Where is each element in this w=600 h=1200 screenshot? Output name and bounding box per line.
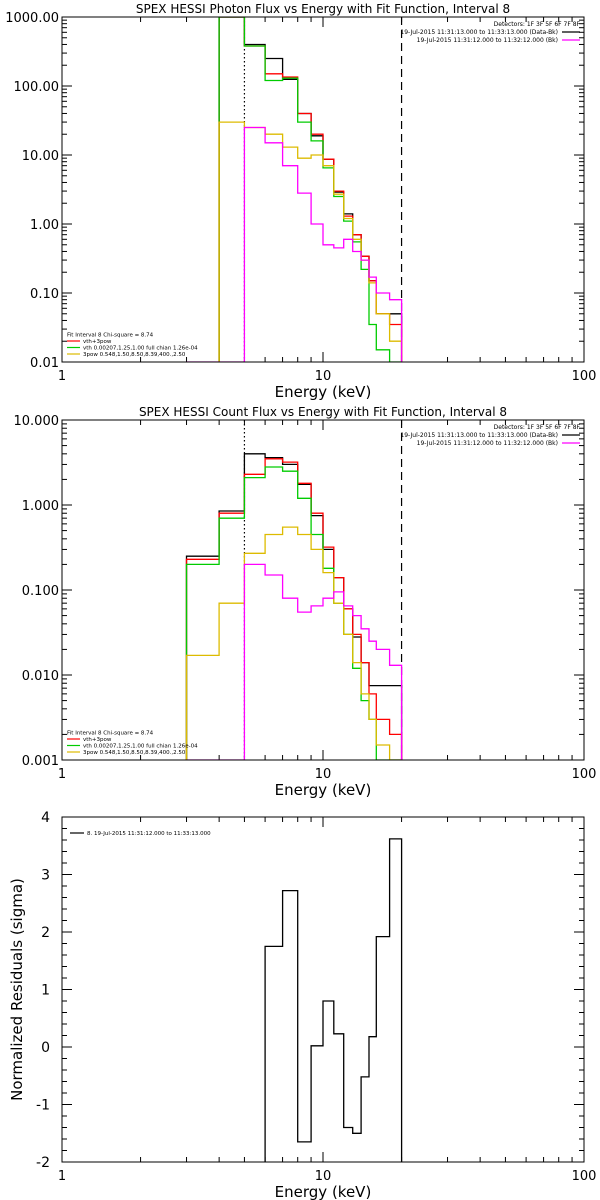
data-layer (185, 453, 403, 760)
plot-frame (61, 419, 585, 761)
x-tick-label: 100 (572, 767, 597, 782)
series-line-0 (264, 838, 403, 1162)
series-line-1 (185, 458, 403, 760)
residuals-panel: 1 10 100 -2 -1 0 1 2 3 4 Energy (keV) Normalized Re… (8, 810, 596, 1200)
y-tick-label: 3 (41, 868, 50, 884)
y-tick-label: 0 (41, 1040, 50, 1056)
legend-left-entry: 3pow 0.548,1.50,8.50,8.39,400.,2.50 (83, 352, 186, 358)
y-tick-label: 0.001 (22, 754, 59, 769)
photon-flux-panel: SPEX HESSI Photon Flux vs Energy with Fi… (5, 2, 596, 401)
count-flux-panel: SPEX HESSI Count Flux vs Energy with Fit… (14, 405, 597, 799)
legend-left-entry: vth+3pow (83, 339, 112, 345)
y-tick-label: 0.01 (30, 356, 59, 371)
series-line-2 (218, 17, 402, 362)
legend-right-entry: Detectors: 1F 3F 5F 6F 7F 8F (494, 424, 581, 431)
legend-left-entry: Fit Interval 8 Chi-square = 8.74 (67, 731, 154, 737)
legend-right-entry: 19-Jul-2015 11:31:12.000 to 11:32:12.000… (417, 440, 558, 447)
y-tick-label: 1.00 (30, 218, 59, 233)
legend-left-entry: vth 0.00207,1.25,1.00 full chian 1.26e-0… (83, 346, 198, 352)
legend-right-entry: Detectors: 1F 3F 5F 6F 7F 8F (494, 21, 581, 28)
y-tick-label: 10.000 (14, 414, 60, 429)
legend-left-entry: Fit Interval 8 Chi-square = 8.74 (67, 333, 154, 339)
series-line-3 (218, 121, 403, 362)
data-layer (186, 17, 403, 362)
series-line-0 (218, 17, 403, 362)
x-tick-label: 100 (572, 369, 597, 384)
legend-left-entry: 8. 19-Jul-2015 11:31:12.000 to 11:33:13.… (87, 831, 211, 837)
chart-title: SPEX HESSI Photon Flux vs Energy with Fi… (136, 2, 510, 16)
y-tick-label: 0.010 (22, 669, 59, 684)
legend-right-entry: 19-Jul-2015 11:31:12.000 to 11:32:12.000… (417, 37, 558, 44)
legend-left-entry: vth 0.00207,1.25,1.00 full chian 1.26e-0… (83, 744, 198, 750)
y-tick-label: 1000.00 (5, 11, 59, 26)
legend-right-entry: 19-Jul-2015 11:31:13.000 to 11:33:13.000… (400, 432, 558, 439)
data-layer (264, 838, 403, 1162)
y-tick-label: 1 (41, 983, 50, 999)
legend-left-entry: 3pow 0.548,1.50,8.50,8.39,400.,2.50 (83, 750, 186, 756)
x-tick-label: 100 (572, 1169, 597, 1184)
x-tick-label: 1 (58, 1169, 66, 1184)
x-axis-label: Energy (keV) (275, 383, 372, 401)
y-tick-label: 4 (41, 810, 50, 826)
y-tick-label: 0.100 (22, 584, 59, 599)
y-tick-label: 2 (41, 925, 50, 941)
x-axis-label: Energy (keV) (275, 1183, 372, 1200)
y-tick-label: -1 (36, 1098, 50, 1114)
x-tick-label: 10 (315, 1169, 332, 1184)
x-tick-label: 10 (315, 767, 332, 782)
plot-frame (61, 816, 585, 1163)
legend-left-entry: vth+3pow (83, 737, 112, 743)
x-tick-label: 10 (315, 369, 332, 384)
y-tick-label: 10.00 (22, 149, 59, 164)
series-line-4 (186, 563, 403, 760)
series-line-3 (185, 526, 402, 760)
y-tick-label: 1.000 (22, 499, 59, 514)
y-tick-label: 0.10 (30, 287, 59, 302)
y-tick-label: -2 (36, 1155, 50, 1171)
plot-frame (61, 16, 585, 363)
x-tick-label: 1 (58, 369, 66, 384)
series-line-1 (218, 17, 403, 362)
chart-title: SPEX HESSI Count Flux vs Energy with Fit… (139, 405, 507, 419)
legend-right-entry: 19-Jul-2015 11:31:13.000 to 11:33:13.000… (400, 29, 558, 36)
y-tick-label: 100.00 (14, 80, 60, 95)
x-tick-label: 1 (58, 767, 66, 782)
series-line-4 (186, 126, 403, 362)
y-axis-label: Normalized Residuals (sigma) (8, 878, 26, 1101)
x-axis-label: Energy (keV) (275, 781, 372, 799)
